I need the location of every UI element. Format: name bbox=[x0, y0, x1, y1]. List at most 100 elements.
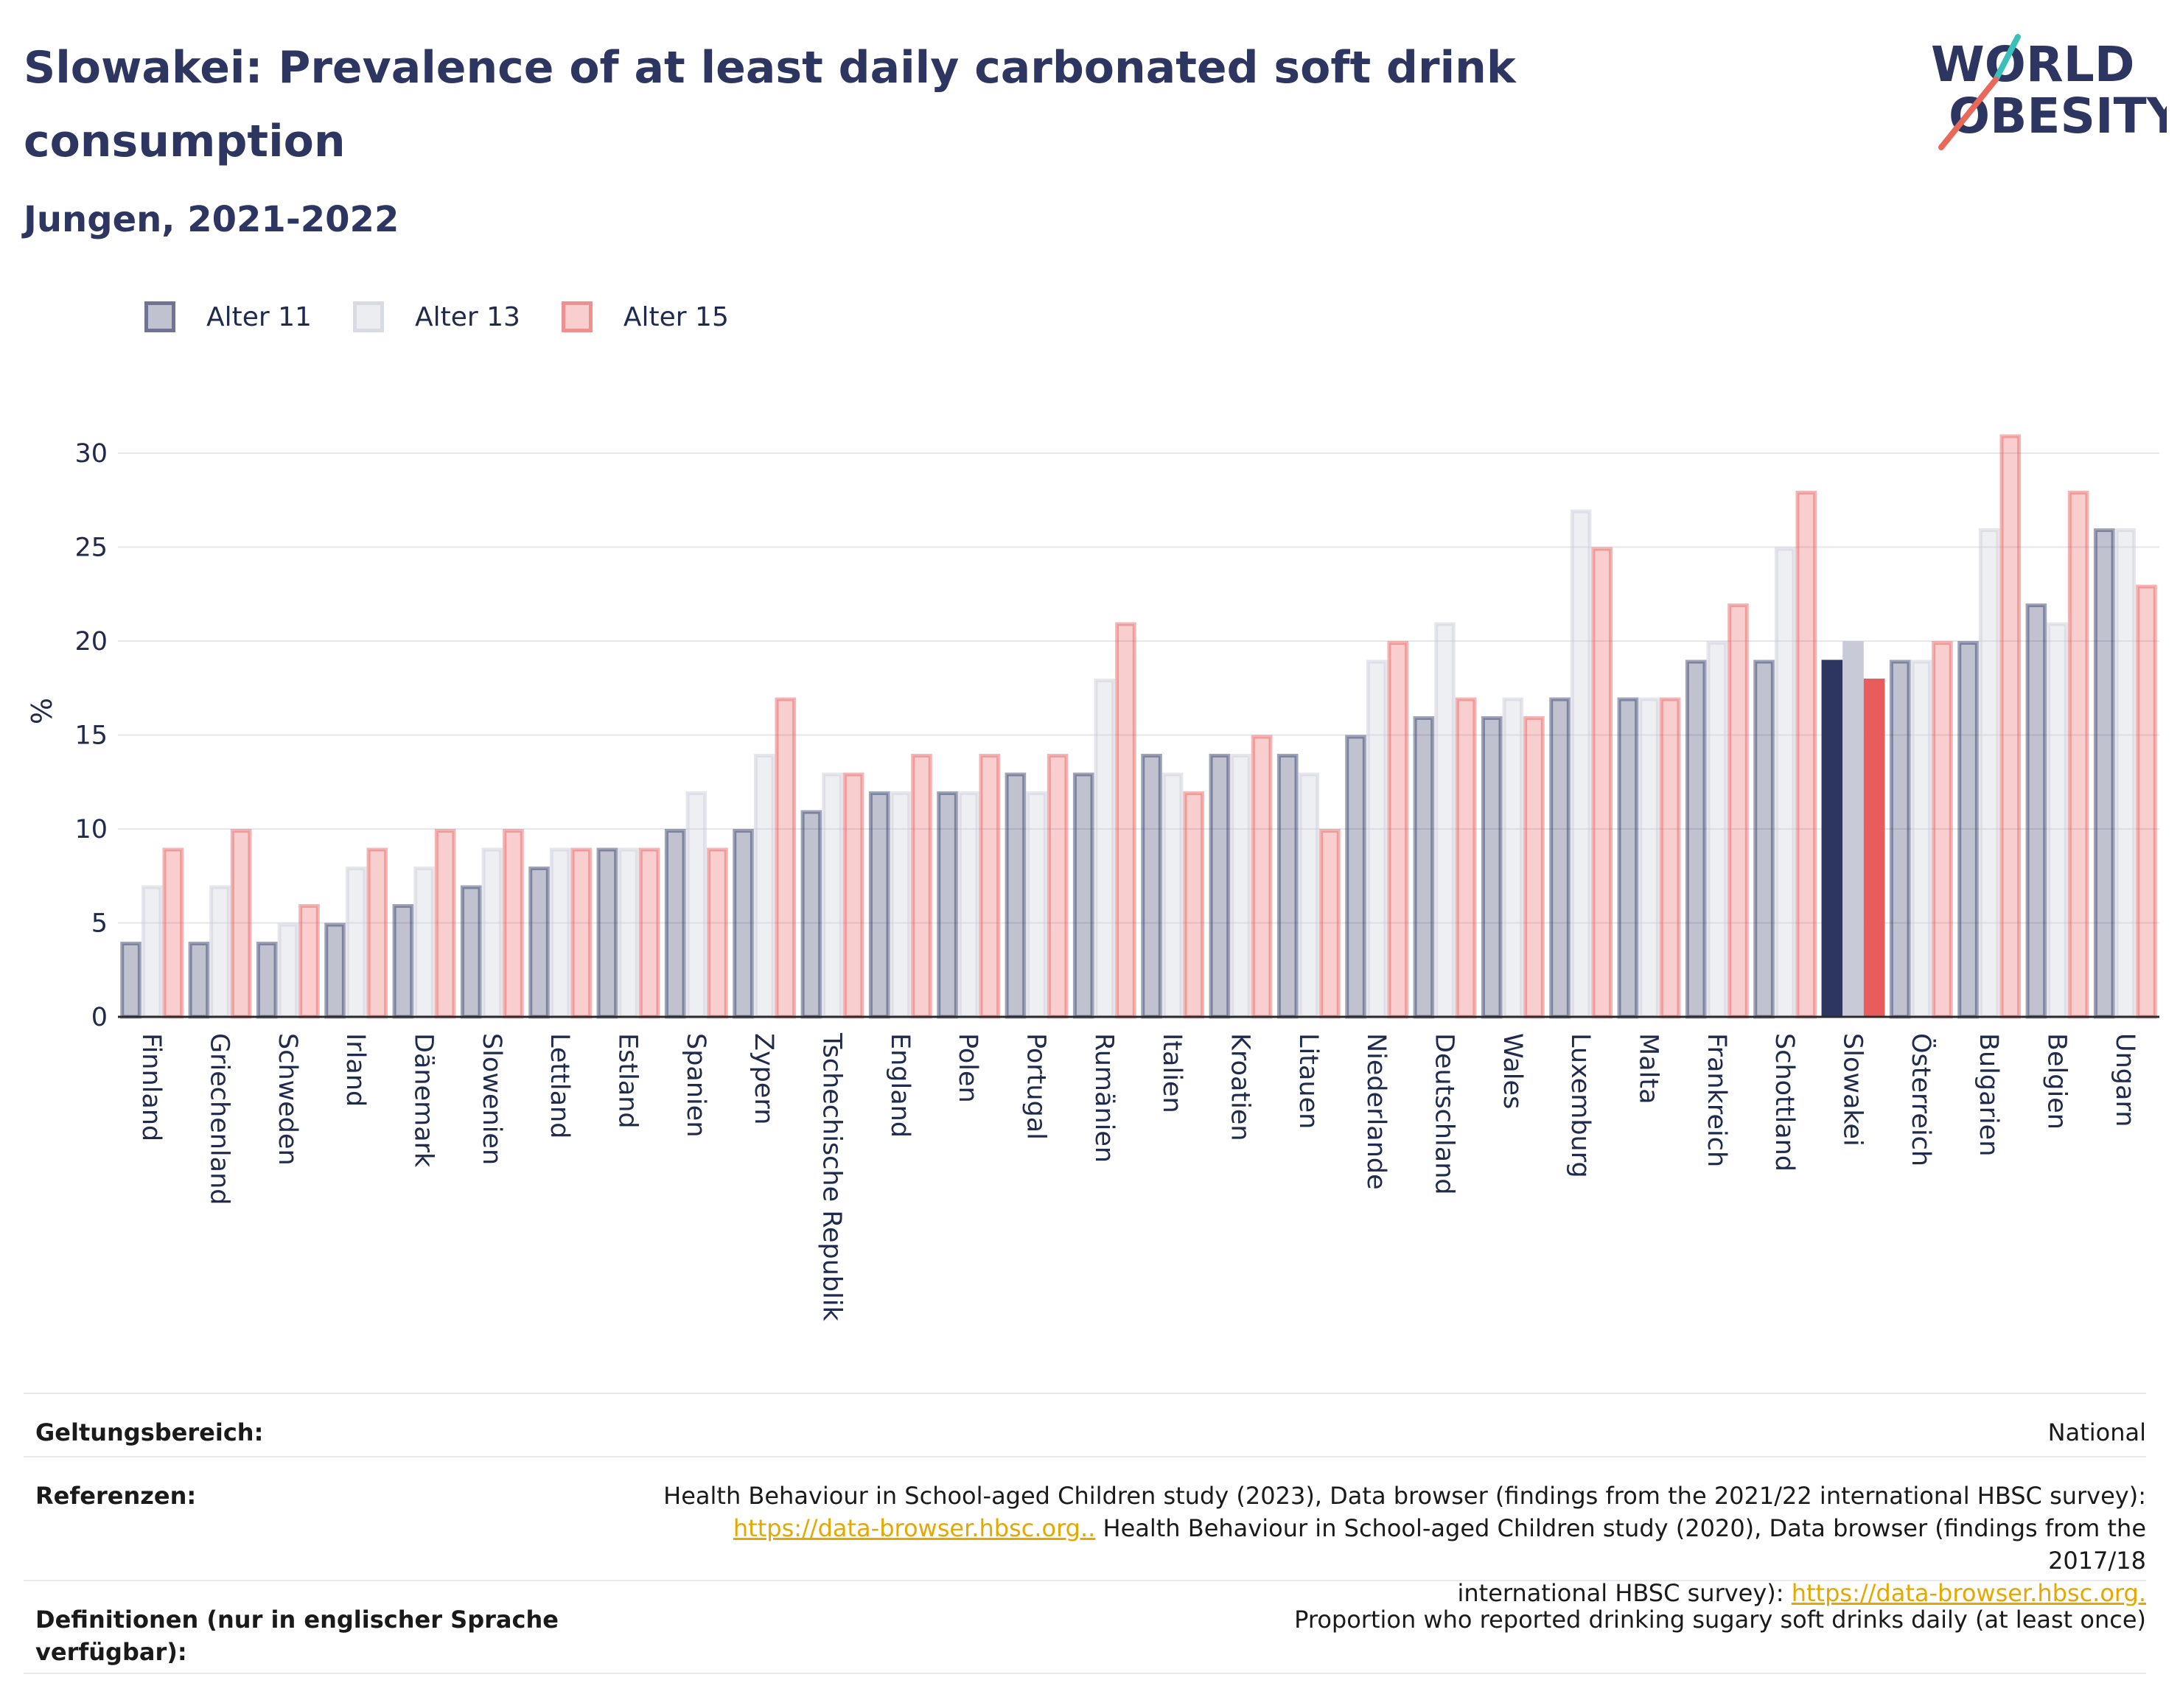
y-tick-label: 25 bbox=[74, 533, 108, 563]
bar-alter-11[interactable] bbox=[1957, 641, 1979, 1019]
bar-alter-13[interactable] bbox=[1910, 659, 1932, 1019]
bar-alter-13[interactable] bbox=[1026, 791, 1047, 1019]
bar-alter-15[interactable] bbox=[1523, 716, 1545, 1019]
bar-alter-15[interactable] bbox=[1795, 491, 1817, 1019]
bar-alter-11[interactable] bbox=[1413, 716, 1435, 1019]
bar-alter-11[interactable] bbox=[1549, 697, 1571, 1019]
logo-line1: WORLD bbox=[1931, 36, 2135, 93]
bar-alter-13[interactable] bbox=[1298, 772, 1320, 1019]
bar-alter-15[interactable] bbox=[1251, 735, 1273, 1019]
bar-alter-11[interactable] bbox=[256, 942, 278, 1019]
x-tick-label: Zypern bbox=[749, 1033, 778, 1124]
bar-alter-11[interactable] bbox=[2025, 603, 2047, 1019]
bar-alter-15[interactable] bbox=[366, 847, 388, 1019]
bar-alter-11[interactable] bbox=[1481, 716, 1503, 1019]
bar-alter-15[interactable] bbox=[775, 697, 797, 1019]
bar-alter-11[interactable] bbox=[596, 847, 618, 1019]
bar-alter-13[interactable] bbox=[277, 923, 299, 1019]
legend-item-age11[interactable]: Alter 11 bbox=[144, 301, 312, 332]
bar-alter-13[interactable] bbox=[1706, 641, 1728, 1019]
bar-alter-13[interactable] bbox=[1774, 547, 1796, 1019]
bar-alter-13[interactable] bbox=[618, 847, 639, 1019]
bar-alter-15[interactable] bbox=[298, 904, 320, 1019]
bar-alter-15[interactable] bbox=[230, 829, 252, 1019]
bar-alter-15[interactable] bbox=[503, 829, 524, 1019]
bar-alter-11[interactable] bbox=[528, 867, 550, 1019]
bar-alter-13[interactable] bbox=[957, 791, 979, 1019]
bar-alter-13[interactable] bbox=[753, 754, 775, 1019]
bar-alter-15[interactable] bbox=[570, 847, 593, 1019]
bar-alter-13[interactable] bbox=[890, 791, 912, 1019]
bar-alter-13[interactable] bbox=[209, 885, 231, 1019]
bar-alter-11[interactable] bbox=[664, 829, 686, 1019]
bar-alter-11[interactable] bbox=[188, 942, 210, 1019]
bar-alter-11[interactable] bbox=[392, 904, 414, 1019]
bar-alter-13[interactable] bbox=[481, 847, 503, 1019]
bar-alter-15[interactable] bbox=[434, 829, 456, 1019]
bar-alter-13[interactable] bbox=[1434, 622, 1456, 1019]
bar-alter-15[interactable] bbox=[1183, 791, 1205, 1019]
bar-alter-13[interactable] bbox=[1094, 679, 1116, 1019]
bar-alter-15[interactable] bbox=[1115, 622, 1136, 1019]
bar-alter-15[interactable] bbox=[1999, 434, 2022, 1019]
bar-alter-11[interactable] bbox=[1685, 659, 1707, 1019]
bar-alter-11[interactable] bbox=[1209, 754, 1231, 1019]
bar-alter-13[interactable] bbox=[1570, 509, 1592, 1019]
bar-alter-13[interactable] bbox=[141, 885, 163, 1019]
bar-alter-15[interactable] bbox=[2136, 584, 2157, 1019]
bar-alter-13[interactable] bbox=[1842, 641, 1864, 1017]
bar-alter-11[interactable] bbox=[2093, 528, 2115, 1019]
bar-alter-15[interactable] bbox=[1047, 754, 1069, 1019]
bar-alter-13[interactable] bbox=[345, 867, 367, 1019]
bar-alter-15[interactable] bbox=[162, 847, 184, 1019]
bar-alter-15[interactable] bbox=[1727, 603, 1749, 1019]
bar-alter-15[interactable] bbox=[1932, 641, 1953, 1019]
bar-alter-11[interactable] bbox=[937, 791, 958, 1019]
bar-alter-13[interactable] bbox=[2114, 528, 2137, 1019]
bar-alter-15[interactable] bbox=[1863, 679, 1885, 1017]
legend-item-age13[interactable]: Alter 13 bbox=[352, 301, 520, 332]
bar-alter-11[interactable] bbox=[733, 829, 754, 1019]
bar-alter-15[interactable] bbox=[1591, 547, 1613, 1019]
x-tick-label: Österreich bbox=[1906, 1033, 1937, 1166]
bar-alter-11[interactable] bbox=[1005, 772, 1027, 1019]
bar-alter-15[interactable] bbox=[842, 772, 864, 1019]
bar-alter-15[interactable] bbox=[1387, 641, 1409, 1019]
bar-alter-13[interactable] bbox=[1978, 528, 2000, 1019]
bar-alter-11[interactable] bbox=[1753, 659, 1775, 1019]
bar-alter-11[interactable] bbox=[1821, 659, 1843, 1018]
bar-alter-13[interactable] bbox=[1366, 659, 1388, 1019]
bar-alter-15[interactable] bbox=[1319, 829, 1341, 1019]
bar-alter-11[interactable] bbox=[1345, 735, 1366, 1019]
bar-alter-15[interactable] bbox=[638, 847, 660, 1019]
bar-alter-11[interactable] bbox=[1072, 772, 1094, 1019]
bar-alter-13[interactable] bbox=[685, 791, 708, 1019]
refs-link-1[interactable]: https://data-browser.hbsc.org.. bbox=[733, 1514, 1096, 1542]
bar-alter-11[interactable] bbox=[868, 791, 890, 1019]
bar-alter-11[interactable] bbox=[324, 923, 346, 1019]
bar-alter-13[interactable] bbox=[1638, 697, 1660, 1019]
bar-alter-13[interactable] bbox=[413, 867, 435, 1019]
bar-alter-13[interactable] bbox=[1502, 697, 1524, 1019]
bar-alter-13[interactable] bbox=[1230, 754, 1251, 1019]
bar-alter-13[interactable] bbox=[822, 772, 843, 1019]
bar-alter-11[interactable] bbox=[1141, 754, 1162, 1019]
bar-alter-15[interactable] bbox=[1455, 697, 1477, 1019]
bar-alter-11[interactable] bbox=[1617, 697, 1639, 1019]
bar-alter-13[interactable] bbox=[1161, 772, 1184, 1019]
bar-alter-15[interactable] bbox=[2067, 491, 2089, 1019]
bar-alter-13[interactable] bbox=[549, 847, 571, 1019]
bar-alter-11[interactable] bbox=[1889, 659, 1911, 1019]
bar-alter-11[interactable] bbox=[120, 942, 142, 1019]
bar-alter-15[interactable] bbox=[979, 754, 1001, 1019]
bar-alter-15[interactable] bbox=[911, 754, 932, 1019]
bar-alter-15[interactable] bbox=[707, 847, 728, 1019]
bar-alter-11[interactable] bbox=[800, 810, 822, 1019]
x-tick-label: Bulgarien bbox=[1974, 1033, 2003, 1156]
bar-alter-11[interactable] bbox=[1276, 754, 1299, 1019]
refs-link-2[interactable]: https://data-browser.hbsc.org. bbox=[1791, 1579, 2146, 1607]
bar-alter-13[interactable] bbox=[2047, 622, 2068, 1019]
bar-alter-15[interactable] bbox=[1659, 697, 1681, 1019]
legend-item-age15[interactable]: Alter 15 bbox=[561, 301, 729, 332]
bar-alter-11[interactable] bbox=[460, 885, 482, 1019]
